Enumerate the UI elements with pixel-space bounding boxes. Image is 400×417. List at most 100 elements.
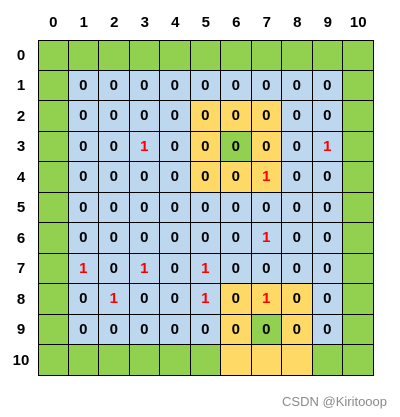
grid-cell-r6-c4: 0 bbox=[160, 223, 191, 254]
grid-cell-r1-c10 bbox=[343, 70, 374, 101]
grid-cell-r7-c1: 1 bbox=[68, 253, 99, 284]
grid-cell-r7-c4: 0 bbox=[160, 253, 191, 284]
grid-cell-r0-c10 bbox=[343, 40, 374, 71]
grid-cell-r3-c10 bbox=[343, 131, 374, 162]
grid-cell-r4-c9: 0 bbox=[312, 162, 343, 193]
grid-cell-r6-c9: 0 bbox=[312, 223, 343, 254]
row-header-8: 8 bbox=[16, 290, 26, 308]
grid-cell-r8-c5: 1 bbox=[190, 284, 221, 315]
grid-cell-r5-c7: 0 bbox=[251, 192, 282, 223]
grid-cell-r2-c6: 0 bbox=[221, 101, 252, 132]
grid-cell-r4-c3: 0 bbox=[129, 162, 160, 193]
grid-cell-r6-c6: 0 bbox=[221, 223, 252, 254]
grid-cell-r6-c0 bbox=[38, 223, 69, 254]
row-header-0: 0 bbox=[16, 46, 26, 64]
grid-cell-r4-c6: 0 bbox=[221, 162, 252, 193]
grid-cell-r2-c0 bbox=[38, 101, 69, 132]
grid-cell-r0-c3 bbox=[129, 40, 160, 71]
row-header-1: 1 bbox=[16, 77, 26, 95]
grid-cell-r0-c4 bbox=[160, 40, 191, 71]
grid-cell-r9-c1: 0 bbox=[68, 314, 99, 345]
grid-cell-r8-c9: 0 bbox=[312, 284, 343, 315]
grid-cell-r4-c7: 1 bbox=[251, 162, 282, 193]
grid-cell-r1-c1: 0 bbox=[68, 70, 99, 101]
grid-cell-r0-c6 bbox=[221, 40, 252, 71]
grid-cell-r1-c8: 0 bbox=[282, 70, 313, 101]
grid-cell-r9-c2: 0 bbox=[99, 314, 130, 345]
grid-cell-r1-c9: 0 bbox=[312, 70, 343, 101]
grid-cell-r9-c0 bbox=[38, 314, 69, 345]
grid-cell-r5-c10 bbox=[343, 192, 374, 223]
grid-cell-r9-c10 bbox=[343, 314, 374, 345]
grid-cell-r1-c5: 0 bbox=[190, 70, 221, 101]
grid-cell-r2-c1: 0 bbox=[68, 101, 99, 132]
grid-cell-r8-c10 bbox=[343, 284, 374, 315]
grid-cell-r8-c7: 1 bbox=[251, 284, 282, 315]
grid-cell-r4-c4: 0 bbox=[160, 162, 191, 193]
grid-cell-r6-c1: 0 bbox=[68, 223, 99, 254]
grid-cell-r2-c8: 0 bbox=[282, 101, 313, 132]
grid-cell-r3-c9: 1 bbox=[312, 131, 343, 162]
grid-cell-r6-c7: 1 bbox=[251, 223, 282, 254]
grid-cell-r7-c9: 0 bbox=[312, 253, 343, 284]
grid-cell-r5-c3: 0 bbox=[129, 192, 160, 223]
grid-cell-r9-c4: 0 bbox=[160, 314, 191, 345]
grid-cell-r1-c3: 0 bbox=[129, 70, 160, 101]
grid-cell-r4-c1: 0 bbox=[68, 162, 99, 193]
column-header-0: 0 bbox=[49, 13, 58, 31]
column-header-5: 5 bbox=[201, 13, 210, 31]
grid-cell-r0-c2 bbox=[99, 40, 130, 71]
grid-cell-r10-c4 bbox=[160, 345, 191, 376]
grid-cell-r0-c1 bbox=[68, 40, 99, 71]
grid-cell-r9-c7: 0 bbox=[251, 314, 282, 345]
row-header-10: 10 bbox=[12, 351, 30, 369]
grid-cell-r4-c0 bbox=[38, 162, 69, 193]
grid-cell-r2-c5: 0 bbox=[190, 101, 221, 132]
grid-cell-r4-c5: 0 bbox=[190, 162, 221, 193]
column-header-8: 8 bbox=[293, 13, 302, 31]
grid-cell-r3-c8: 0 bbox=[282, 131, 313, 162]
grid-cell-r4-c8: 0 bbox=[282, 162, 313, 193]
grid-cell-r3-c1: 0 bbox=[68, 131, 99, 162]
grid-cell-r3-c3: 1 bbox=[129, 131, 160, 162]
row-header-7: 7 bbox=[16, 260, 26, 278]
row-header-2: 2 bbox=[16, 107, 26, 125]
grid-cell-r3-c5: 0 bbox=[190, 131, 221, 162]
grid-cell-r10-c10 bbox=[343, 345, 374, 376]
grid-cell-r0-c0 bbox=[38, 40, 69, 71]
column-header-3: 3 bbox=[140, 13, 149, 31]
grid-cell-r5-c1: 0 bbox=[68, 192, 99, 223]
column-header-6: 6 bbox=[232, 13, 241, 31]
grid-cell-r9-c6: 0 bbox=[221, 314, 252, 345]
grid-cell-r9-c9: 0 bbox=[312, 314, 343, 345]
grid-cell-r6-c8: 0 bbox=[282, 223, 313, 254]
grid-cell-r9-c8: 0 bbox=[282, 314, 313, 345]
grid-cell-r9-c5: 0 bbox=[190, 314, 221, 345]
grid-cell-r5-c4: 0 bbox=[160, 192, 191, 223]
grid-cell-r6-c2: 0 bbox=[99, 223, 130, 254]
grid-cell-r0-c9 bbox=[312, 40, 343, 71]
grid-cell-r7-c10 bbox=[343, 253, 374, 284]
grid-cell-r5-c9: 0 bbox=[312, 192, 343, 223]
row-header-5: 5 bbox=[16, 199, 26, 217]
column-header-7: 7 bbox=[262, 13, 271, 31]
grid-cell-r5-c8: 0 bbox=[282, 192, 313, 223]
row-header-6: 6 bbox=[16, 229, 26, 247]
grid-cell-r7-c8: 0 bbox=[282, 253, 313, 284]
grid-cell-r0-c7 bbox=[251, 40, 282, 71]
grid-cell-r6-c10 bbox=[343, 223, 374, 254]
grid-cell-r2-c3: 0 bbox=[129, 101, 160, 132]
column-header-9: 9 bbox=[323, 13, 332, 31]
grid-cell-r1-c0 bbox=[38, 70, 69, 101]
row-header-3: 3 bbox=[16, 138, 26, 156]
grid-cell-r10-c1 bbox=[68, 345, 99, 376]
row-header-9: 9 bbox=[16, 321, 26, 339]
grid-cell-r3-c2: 0 bbox=[99, 131, 130, 162]
grid-cell-r0-c5 bbox=[190, 40, 221, 71]
grid-cell-r8-c4: 0 bbox=[160, 284, 191, 315]
grid-cell-r5-c5: 0 bbox=[190, 192, 221, 223]
grid-cell-r5-c0 bbox=[38, 192, 69, 223]
grid-cell-r10-c3 bbox=[129, 345, 160, 376]
grid-cell-r8-c3: 0 bbox=[129, 284, 160, 315]
